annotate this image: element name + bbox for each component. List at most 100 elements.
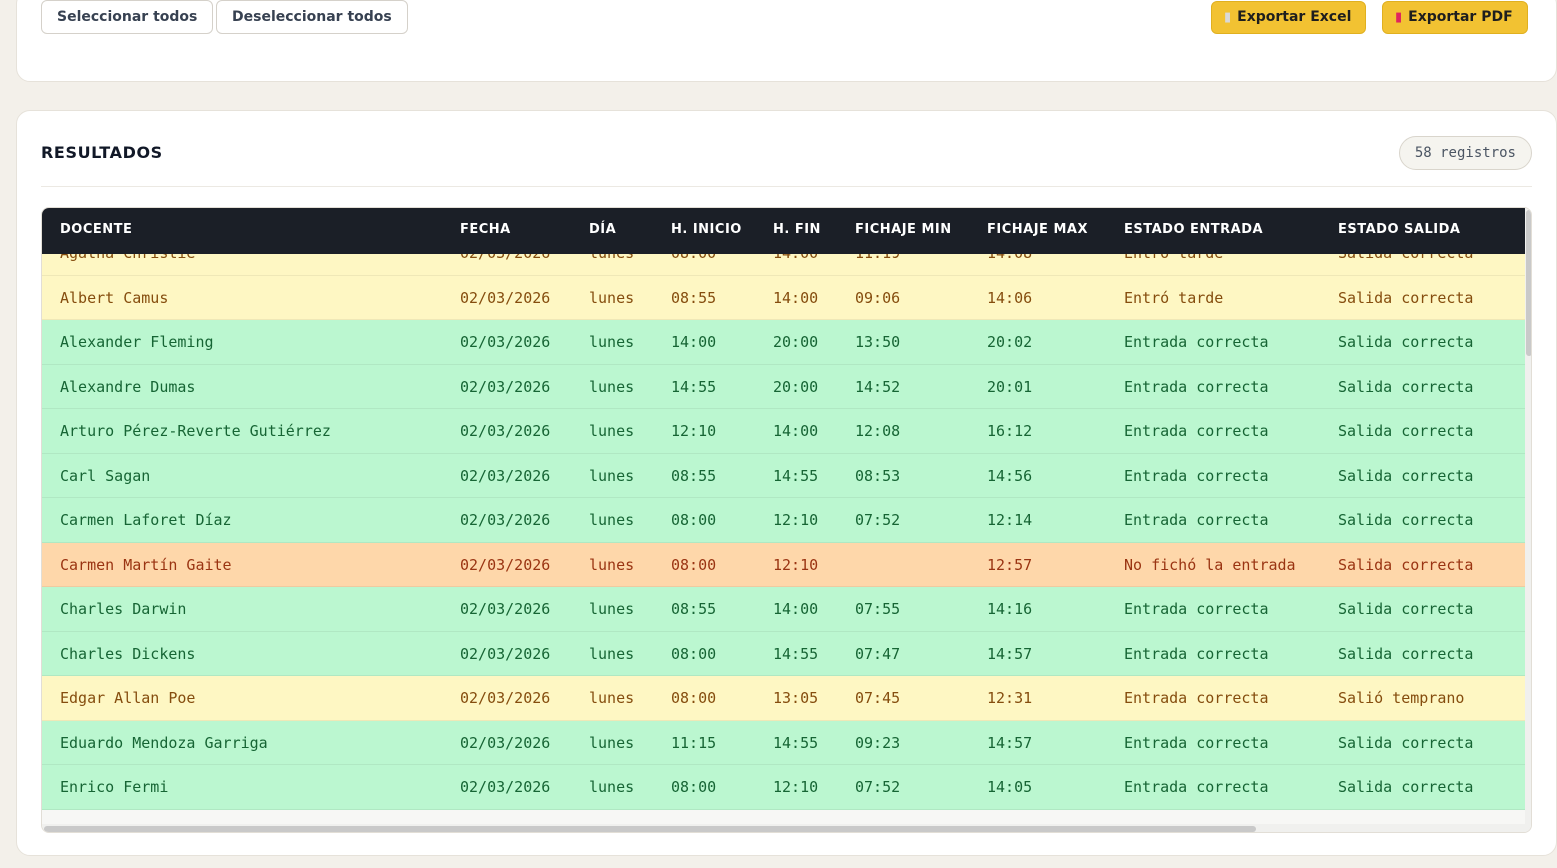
header-fecha[interactable]: FECHA bbox=[460, 222, 511, 237]
cell-hora-inicio: 08:00 bbox=[671, 689, 717, 707]
table-row[interactable]: Charles Dickens 02/03/2026 lunes 08:00 14:55… bbox=[42, 631, 1525, 676]
cell-estado-entrada: Entrada correcta bbox=[1124, 422, 1269, 440]
header-fichaje-max[interactable]: FICHAJE MAX bbox=[987, 222, 1088, 237]
table-row[interactable]: Enrico Fermi 02/03/2026 lunes 08:00 12:10 07:… bbox=[42, 765, 1525, 810]
cell-fichaje-max: 14:57 bbox=[987, 733, 1033, 752]
cell-estado-salida: Salida correcta bbox=[1338, 733, 1474, 752]
cell-docente: Arturo Pérez-Reverte Gutiérrez bbox=[60, 422, 331, 440]
header-hora-inicio[interactable]: H. INICIO bbox=[671, 222, 742, 237]
header-estado-salida[interactable]: ESTADO SALIDA bbox=[1338, 222, 1461, 237]
table-row[interactable]: Arturo Pérez-Reverte Gutiérrez 02/03/2026… bbox=[42, 409, 1525, 454]
cell-fichaje-max: 14:57 bbox=[987, 644, 1033, 663]
cell-estado-entrada: Entrada correcta bbox=[1124, 644, 1269, 663]
cell-fichaje-max: 14:16 bbox=[987, 600, 1033, 618]
cell-hora-fin: 12:10 bbox=[773, 555, 819, 574]
cell-docente: Carl Sagan bbox=[60, 466, 151, 485]
table-row[interactable]: Charles Darwin 02/03/2026 lunes 08:55 14:00 0… bbox=[42, 587, 1525, 632]
cell-fecha: 02/03/2026 bbox=[460, 377, 551, 396]
cell-estado-entrada: No fichó la entrada bbox=[1124, 555, 1296, 574]
record-count-badge: 58 registros bbox=[1398, 136, 1532, 170]
cell-dia: lunes bbox=[589, 422, 635, 440]
table-header: DOCENTE FECHA DÍA H. INICIO H. FIN FICHA… bbox=[42, 208, 1525, 254]
vertical-scrollbar-thumb[interactable] bbox=[1526, 210, 1531, 356]
cell-fichaje-max: 20:01 bbox=[987, 377, 1033, 396]
cell-estado-entrada: Entrada correcta bbox=[1124, 689, 1269, 707]
cell-fecha: 02/03/2026 bbox=[460, 254, 550, 276]
cell-dia: lunes bbox=[589, 644, 635, 663]
cell-estado-entrada: Entrada correcta bbox=[1124, 733, 1269, 752]
cell-fichaje-min: 12:08 bbox=[855, 422, 901, 440]
cell-fichaje-min: 07:52 bbox=[855, 511, 901, 529]
cell-hora-fin: 14:55 bbox=[773, 644, 819, 663]
book-icon: ▮ bbox=[1395, 10, 1403, 25]
table-row[interactable]: Albert Camus 02/03/2026 lunes 08:55 14:00 09:… bbox=[42, 275, 1525, 320]
cell-fichaje-max: 16:12 bbox=[987, 422, 1033, 440]
export-pdf-button[interactable]: ▮ Exportar PDF bbox=[1382, 1, 1528, 34]
cell-estado-entrada: Entrada correcta bbox=[1124, 778, 1269, 796]
cell-fichaje-min: 07:55 bbox=[855, 600, 901, 618]
cell-docente: Alexander Fleming bbox=[60, 333, 214, 351]
cell-fecha: 02/03/2026 bbox=[460, 333, 551, 351]
export-excel-button[interactable]: ▮ Exportar Excel bbox=[1211, 1, 1367, 34]
cell-fichaje-min: 09:23 bbox=[855, 733, 901, 752]
export-pdf-label: Exportar PDF bbox=[1408, 9, 1513, 25]
cell-estado-salida: Salida correcta bbox=[1338, 644, 1474, 663]
deselect-all-button[interactable]: Deseleccionar todos bbox=[216, 0, 408, 34]
header-estado-entrada[interactable]: ESTADO ENTRADA bbox=[1124, 222, 1264, 237]
cell-hora-inicio: 08:55 bbox=[671, 600, 717, 618]
cell-fichaje-min: 09:06 bbox=[855, 288, 901, 307]
header-fichaje-min[interactable]: FICHAJE MIN bbox=[855, 222, 952, 237]
horizontal-scrollbar-thumb[interactable] bbox=[44, 826, 1256, 832]
table-row[interactable]: Agatha Christie 02/03/2026 lunes 08:00 14:00… bbox=[42, 254, 1525, 276]
table-row[interactable]: Alexander Fleming 02/03/2026 lunes 14:00 20:… bbox=[42, 320, 1525, 365]
select-all-button[interactable]: Seleccionar todos bbox=[41, 0, 214, 34]
cell-estado-salida: Salida correcta bbox=[1338, 778, 1474, 796]
cell-hora-inicio: 14:55 bbox=[671, 377, 717, 396]
cell-fichaje-max: 12:57 bbox=[987, 555, 1033, 574]
cell-fichaje-min: 11:19 bbox=[855, 254, 900, 276]
cell-fichaje-max: 12:14 bbox=[987, 511, 1033, 529]
table-row[interactable]: Eduardo Mendoza Garriga 02/03/2026 lunes 11… bbox=[42, 720, 1525, 765]
cell-fecha: 02/03/2026 bbox=[460, 644, 551, 663]
table-row[interactable]: Carmen Laforet Díaz 02/03/2026 lunes 08:00 1… bbox=[42, 498, 1525, 543]
cell-docente: Agatha Christie bbox=[60, 254, 195, 276]
header-hora-fin[interactable]: H. FIN bbox=[773, 222, 821, 237]
cell-dia: lunes bbox=[589, 254, 634, 276]
cell-hora-fin: 14:55 bbox=[773, 733, 819, 752]
cell-fichaje-max: 14:06 bbox=[987, 288, 1033, 307]
cell-fichaje-max: 14:05 bbox=[987, 778, 1033, 796]
cell-estado-entrada: Entrada correcta bbox=[1124, 466, 1269, 485]
cell-estado-salida: Salida correcta bbox=[1338, 254, 1473, 276]
table-row[interactable]: Alexandre Dumas 02/03/2026 lunes 14:55 20:00… bbox=[42, 364, 1525, 409]
cell-hora-inicio: 08:00 bbox=[671, 555, 717, 574]
table-row[interactable]: Carmen Martín Gaite 02/03/2026 lunes 08:00 1… bbox=[42, 542, 1525, 587]
cell-estado-entrada: Entrada correcta bbox=[1124, 333, 1269, 351]
table-body[interactable]: Agatha Christie 02/03/2026 lunes 08:00 14:00… bbox=[42, 254, 1525, 824]
table-row[interactable]: Edgar Allan Poe 02/03/2026 lunes 08:00 13:05… bbox=[42, 676, 1525, 721]
results-title: RESULTADOS bbox=[41, 143, 163, 162]
cell-fecha: 02/03/2026 bbox=[460, 466, 551, 485]
cell-estado-entrada: Entrada correcta bbox=[1124, 377, 1269, 396]
cell-dia: lunes bbox=[589, 288, 635, 307]
cell-fecha: 02/03/2026 bbox=[460, 733, 551, 752]
cell-dia: lunes bbox=[589, 778, 635, 796]
cell-fecha: 02/03/2026 bbox=[460, 511, 551, 529]
table-row[interactable]: Carl Sagan 02/03/2026 lunes 08:55 14:55 08:53… bbox=[42, 453, 1525, 498]
cell-dia: lunes bbox=[589, 511, 635, 529]
header-dia[interactable]: DÍA bbox=[589, 222, 617, 237]
cell-dia: lunes bbox=[589, 466, 635, 485]
cell-hora-fin: 14:00 bbox=[773, 254, 818, 276]
cell-hora-inicio: 08:00 bbox=[671, 778, 717, 796]
cell-estado-salida: Salida correcta bbox=[1338, 555, 1474, 574]
cell-hora-fin: 14:00 bbox=[773, 600, 819, 618]
horizontal-scrollbar[interactable] bbox=[42, 824, 1531, 832]
cell-fichaje-max: 14:08 bbox=[987, 254, 1032, 276]
cell-dia: lunes bbox=[589, 555, 635, 574]
cell-hora-fin: 14:55 bbox=[773, 466, 819, 485]
vertical-scrollbar[interactable] bbox=[1525, 208, 1531, 824]
cell-dia: lunes bbox=[589, 733, 635, 752]
cell-docente: Charles Darwin bbox=[60, 600, 187, 618]
cell-estado-salida: Salida correcta bbox=[1338, 511, 1474, 529]
header-docente[interactable]: DOCENTE bbox=[60, 222, 133, 237]
results-card: RESULTADOS 58 registros DOCENTE FECHA DÍ… bbox=[16, 110, 1557, 856]
